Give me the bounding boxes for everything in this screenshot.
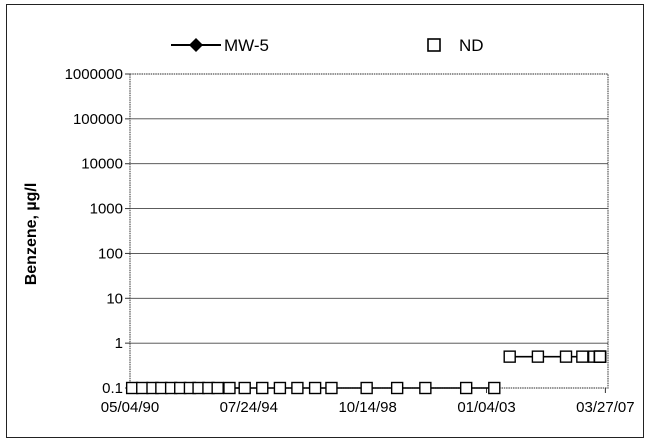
x-tick-label: 07/24/94 (220, 399, 278, 416)
y-tick-label: 10 (106, 290, 123, 307)
nd-point (419, 381, 432, 395)
y-tick-label: 1 (115, 335, 123, 352)
nd-point (576, 350, 589, 363)
y-tick-label: 100 (98, 245, 123, 262)
y-tick-label: 1000 (90, 201, 123, 218)
y-tick-label: 0.1 (102, 380, 123, 397)
square-marker-icon (427, 38, 441, 52)
nd-point (325, 381, 338, 395)
nd-point (459, 381, 473, 395)
plot-border (129, 73, 609, 389)
x-tick-label: 10/14/98 (338, 399, 396, 416)
nd-point (256, 381, 269, 395)
legend-item-mw5: MW-5 (171, 36, 269, 55)
x-tick-labels: 05/04/90 07/24/94 10/14/98 01/04/03 03/27/07 (101, 399, 635, 416)
legend: MW-5 ND (171, 36, 484, 55)
grid-lines (125, 73, 608, 393)
nd-point (291, 381, 304, 395)
y-axis-title: Benzene, µg/l (23, 183, 40, 286)
nd-point (593, 350, 607, 363)
nd-point (308, 381, 322, 395)
nd-point (238, 381, 251, 395)
nd-point (503, 350, 516, 363)
y-tick-labels: 0.1 1 10 100 1000 10000 100000 1000000 (65, 66, 123, 397)
nd-point (559, 350, 573, 363)
nd-point (488, 381, 501, 395)
nd-point (211, 381, 224, 395)
legend-label-mw5: MW-5 (224, 36, 269, 55)
series-markers (125, 350, 607, 395)
x-tick-label: 05/04/90 (101, 399, 159, 416)
y-tick-label: 100000 (73, 111, 123, 128)
diamond-marker-icon (189, 38, 203, 52)
nd-point (125, 381, 139, 395)
legend-label-nd: ND (459, 36, 484, 55)
nd-point (360, 381, 373, 395)
nd-point (223, 381, 236, 395)
nd-point (136, 381, 149, 395)
legend-item-nd: ND (427, 36, 484, 55)
nd-point (390, 381, 404, 395)
y-tick-label: 10000 (81, 156, 123, 173)
nd-point (531, 350, 545, 363)
plot-area (129, 73, 609, 389)
x-tick-label: 01/04/03 (457, 399, 515, 416)
nd-point (273, 381, 287, 395)
x-tick-label: 03/27/07 (576, 399, 634, 416)
y-tick-label: 1000000 (65, 66, 123, 83)
